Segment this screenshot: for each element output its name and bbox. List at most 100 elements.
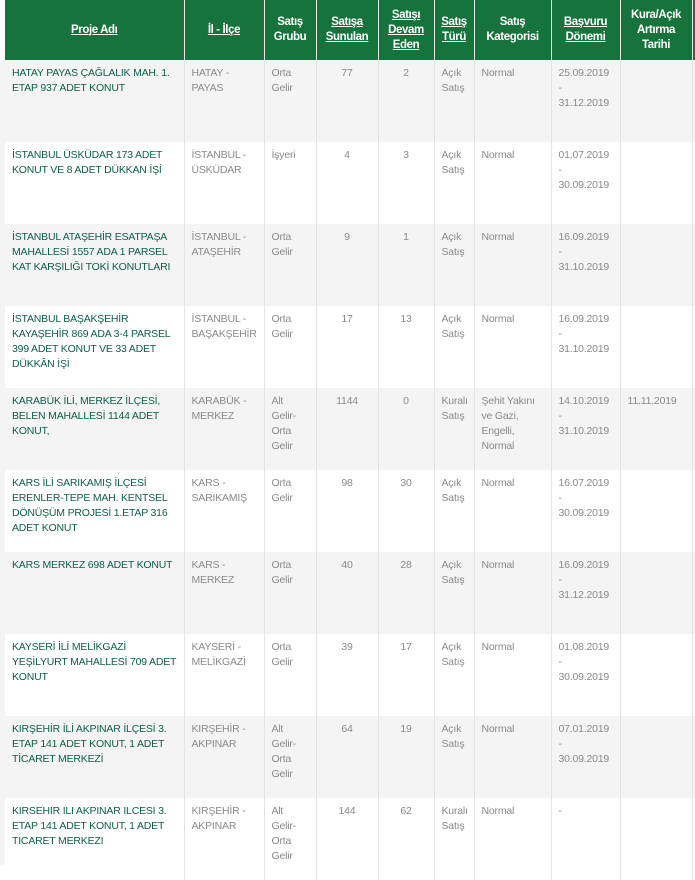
cell-il: KARABÜK - MERKEZ xyxy=(184,388,265,470)
cell-proje[interactable]: KAYSERİ İLİ MELİKGAZİ YEŞİLYURT MAHALLES… xyxy=(5,634,185,716)
cell-il: KAYSERİ - MELİKGAZİ xyxy=(184,634,265,716)
cell-grup: Alt Gelir-Orta Gelir xyxy=(264,716,317,798)
cell-kura xyxy=(620,552,693,634)
table-row: KAYSERİ İLİ MELİKGAZİ YEŞİLYURT MAHALLES… xyxy=(5,634,695,716)
header-satisa-sunulan[interactable]: Satışa Sunulan xyxy=(316,0,379,60)
cell-kategori: Normal xyxy=(474,224,552,306)
header-kura-tarihi: Kura/Açık Artırma Tarihi xyxy=(620,0,693,60)
cell-devam: 30 xyxy=(378,470,435,552)
header-satis-turu[interactable]: Satış Türü xyxy=(434,0,475,60)
cell-kura: 11.11.2019 xyxy=(620,388,693,470)
cell-donem: 01.07.2019 - 30.09.2019 xyxy=(551,142,621,224)
header-satisi-devam-eden[interactable]: Satışı Devam Eden xyxy=(378,0,435,60)
cell-proje[interactable]: KARS İLİ SARIKAMIŞ İLÇESİ ERENLER-TEPE M… xyxy=(5,470,185,552)
cell-extra xyxy=(692,224,695,306)
cell-kategori: Normal xyxy=(474,60,552,142)
cell-grup: Orta Gelir xyxy=(264,60,317,142)
cell-il: HATAY - PAYAS xyxy=(184,60,265,142)
cell-sunulan: 17 xyxy=(316,306,379,388)
cell-grup: Orta Gelir xyxy=(264,224,317,306)
cell-proje[interactable]: KIRŞEHİR İLİ AKPINAR İLÇESİ 3. ETAP 141 … xyxy=(5,716,185,798)
cell-proje[interactable]: KIRSEHIR ILI AKPINAR ILCESI 3. ETAP 141 … xyxy=(5,798,185,880)
cell-donem: 16.09.2019 - 31.10.2019 xyxy=(551,306,621,388)
cell-proje[interactable]: İSTANBUL BAŞAKŞEHİR KAYAŞEHİR 869 ADA 3-… xyxy=(5,306,185,388)
cell-kura xyxy=(620,798,693,880)
header-label[interactable]: İl - İlçe xyxy=(207,23,241,36)
cell-donem: 01.08.2019 - 30.09.2019 xyxy=(551,634,621,716)
cell-il: İSTANBUL - BAŞAKŞEHİR xyxy=(184,306,265,388)
projects-table: Proje Adı İl - İlçe Satış Grubu Satışa Sunu… xyxy=(5,0,695,880)
cell-devam: 19 xyxy=(378,716,435,798)
cell-kategori: Normal xyxy=(474,634,552,716)
cell-kategori: Normal xyxy=(474,306,552,388)
cell-kura xyxy=(620,716,693,798)
cell-extra xyxy=(692,306,695,388)
table-row: KARABÜK İLİ, MERKEZ İLÇESİ, BELEN MAHALL… xyxy=(5,388,695,470)
header-satis-kategorisi: Satış Kategorisi xyxy=(474,0,552,60)
cell-devam: 0 xyxy=(378,388,435,470)
cell-sunulan: 98 xyxy=(316,470,379,552)
table-row: KIRSEHIR ILI AKPINAR ILCESI 3. ETAP 141 … xyxy=(5,798,695,880)
table-row: HATAY PAYAS ÇAĞLALIK MAH. 1. ETAP 937 AD… xyxy=(5,60,695,142)
cell-extra xyxy=(692,634,695,716)
table-row: İSTANBUL ÜSKÜDAR 173 ADET KONUT VE 8 ADE… xyxy=(5,142,695,224)
cell-extra xyxy=(692,716,695,798)
cell-devam: 1 xyxy=(378,224,435,306)
header-label[interactable]: Satış Türü xyxy=(441,16,467,43)
cell-kura xyxy=(620,306,693,388)
cell-sunulan: 4 xyxy=(316,142,379,224)
cell-grup: Alt Gelir-Orta Gelir xyxy=(264,798,317,880)
cell-extra xyxy=(692,388,695,470)
cell-tur: Açık Satış xyxy=(434,142,475,224)
cell-kategori: Şehit Yakını ve Gazi, Engelli, Normal xyxy=(474,388,552,470)
cell-proje[interactable]: KARS MERKEZ 698 ADET KONUT xyxy=(5,552,185,634)
cell-sunulan: 9 xyxy=(316,224,379,306)
cell-grup: Orta Gelir xyxy=(264,552,317,634)
cell-tur: Açık Satış xyxy=(434,716,475,798)
cell-grup: Alt Gelir-Orta Gelir xyxy=(264,388,317,470)
cell-devam: 3 xyxy=(378,142,435,224)
cell-tur: Kuralı Satış xyxy=(434,388,475,470)
cell-proje[interactable]: KARABÜK İLİ, MERKEZ İLÇESİ, BELEN MAHALL… xyxy=(5,388,185,470)
header-proje-adi[interactable]: Proje Adı xyxy=(5,0,185,60)
header-label[interactable]: Başvuru Dönemi xyxy=(563,16,608,43)
header-basvuru-donemi[interactable]: Başvuru Dönemi xyxy=(551,0,621,60)
cell-donem: 16.09.2019 - 31.12.2019 xyxy=(551,552,621,634)
cell-devam: 2 xyxy=(378,60,435,142)
cell-tur: Açık Satış xyxy=(434,306,475,388)
header-satis-grubu: Satış Grubu xyxy=(264,0,317,60)
cell-proje[interactable]: İSTANBUL ATAŞEHİR ESATPAŞA MAHALLESİ 155… xyxy=(5,224,185,306)
table-row: İSTANBUL ATAŞEHİR ESATPAŞA MAHALLESİ 155… xyxy=(5,224,695,306)
cell-tur: Açık Satış xyxy=(434,60,475,142)
cell-proje[interactable]: HATAY PAYAS ÇAĞLALIK MAH. 1. ETAP 937 AD… xyxy=(5,60,185,142)
cell-kura xyxy=(620,60,693,142)
header-label[interactable]: Satışa Sunulan xyxy=(325,16,369,43)
cell-il: KIRŞEHİR - AKPINAR xyxy=(184,716,265,798)
cell-extra xyxy=(692,470,695,552)
cell-tur: Açık Satış xyxy=(434,634,475,716)
cell-tur: Kuralı Satış xyxy=(434,798,475,880)
header-label[interactable]: Satışı Devam Eden xyxy=(388,8,424,51)
cell-kategori: Normal xyxy=(474,716,552,798)
cell-il: İSTANBUL - ATAŞEHİR xyxy=(184,224,265,306)
cell-donem: 16.07.2019 - 30.09.2019 xyxy=(551,470,621,552)
cell-grup: Orta Gelir xyxy=(264,306,317,388)
cell-sunulan: 1144 xyxy=(316,388,379,470)
table-row: KARS İLİ SARIKAMIŞ İLÇESİ ERENLER-TEPE M… xyxy=(5,470,695,552)
header-il-ilce[interactable]: İl - İlçe xyxy=(184,0,265,60)
cell-il: KARS - MERKEZ xyxy=(184,552,265,634)
header-label[interactable]: Proje Adı xyxy=(71,23,118,36)
cell-donem: 07.01.2019 - 30.09.2019 xyxy=(551,716,621,798)
cell-extra xyxy=(692,552,695,634)
header-extra xyxy=(692,0,695,60)
cell-proje[interactable]: İSTANBUL ÜSKÜDAR 173 ADET KONUT VE 8 ADE… xyxy=(5,142,185,224)
cell-il: KIRŞEHİR - AKPINAR xyxy=(184,798,265,880)
cell-extra xyxy=(692,60,695,142)
cell-tur: Açık Satış xyxy=(434,552,475,634)
cell-devam: 13 xyxy=(378,306,435,388)
cell-grup: İşyeri xyxy=(264,142,317,224)
header-label: Satış Kategorisi xyxy=(486,16,539,43)
cell-sunulan: 144 xyxy=(316,798,379,880)
header-label: Satış Grubu xyxy=(273,16,307,43)
cell-grup: Orta Gelir xyxy=(264,470,317,552)
